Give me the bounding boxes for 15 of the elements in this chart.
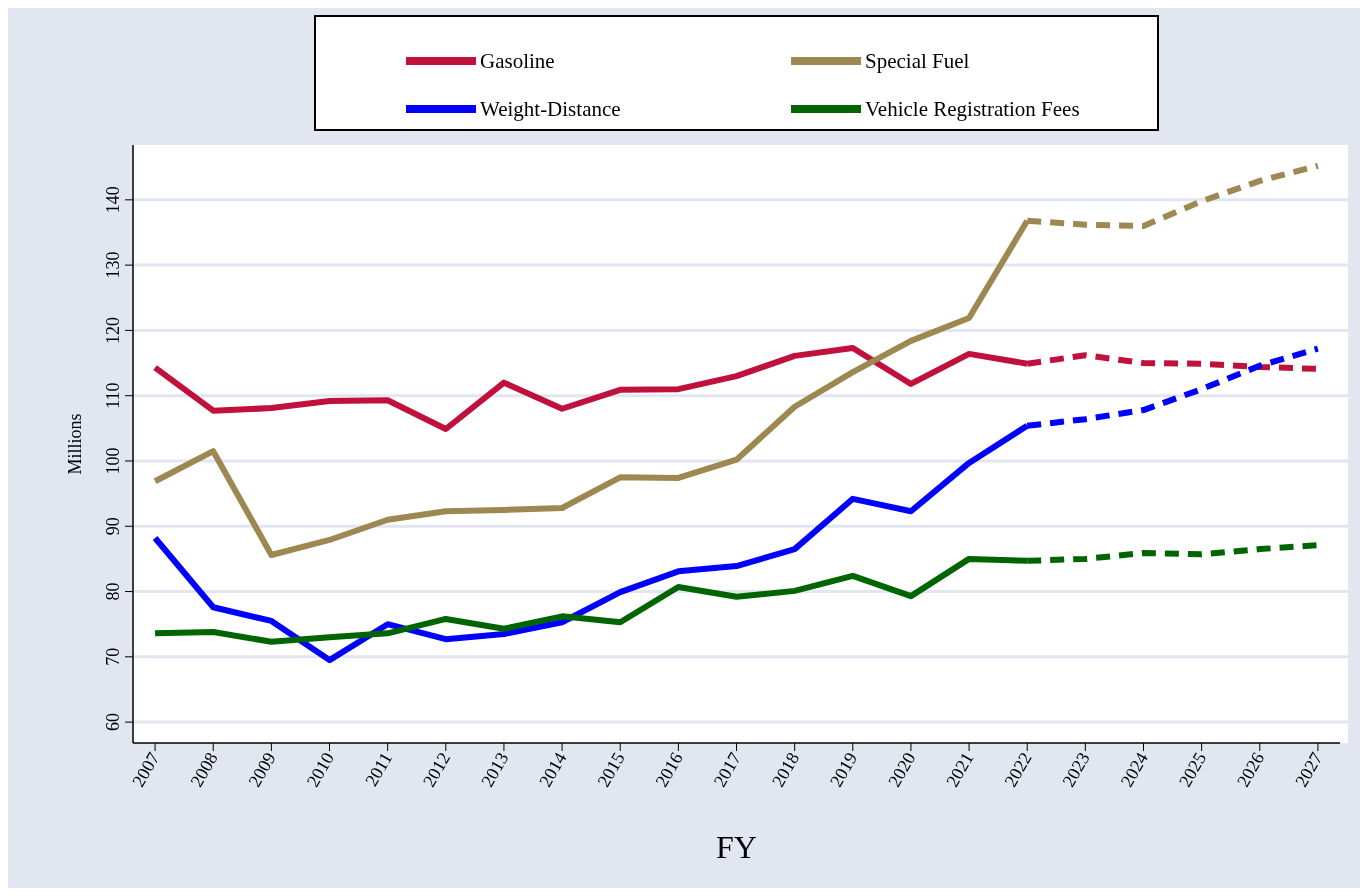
y-tick-label: 140	[103, 186, 123, 214]
legend-label: Weight-Distance	[480, 97, 621, 121]
legend-label: Vehicle Registration Fees	[865, 97, 1080, 121]
y-tick-label: 60	[103, 713, 123, 732]
y-tick-label: 90	[103, 517, 123, 536]
y-tick-label: 120	[103, 316, 123, 344]
y-tick-label: 130	[103, 251, 123, 279]
y-axis-title: Millions	[65, 413, 85, 475]
y-tick-label: 110	[103, 382, 123, 409]
legend-label: Gasoline	[480, 49, 555, 73]
y-tick-label: 70	[103, 647, 123, 666]
x-axis-title: FY	[716, 829, 757, 865]
y-tick-label: 100	[103, 447, 123, 475]
legend-label: Special Fuel	[865, 49, 970, 73]
y-tick-label: 80	[103, 582, 123, 601]
